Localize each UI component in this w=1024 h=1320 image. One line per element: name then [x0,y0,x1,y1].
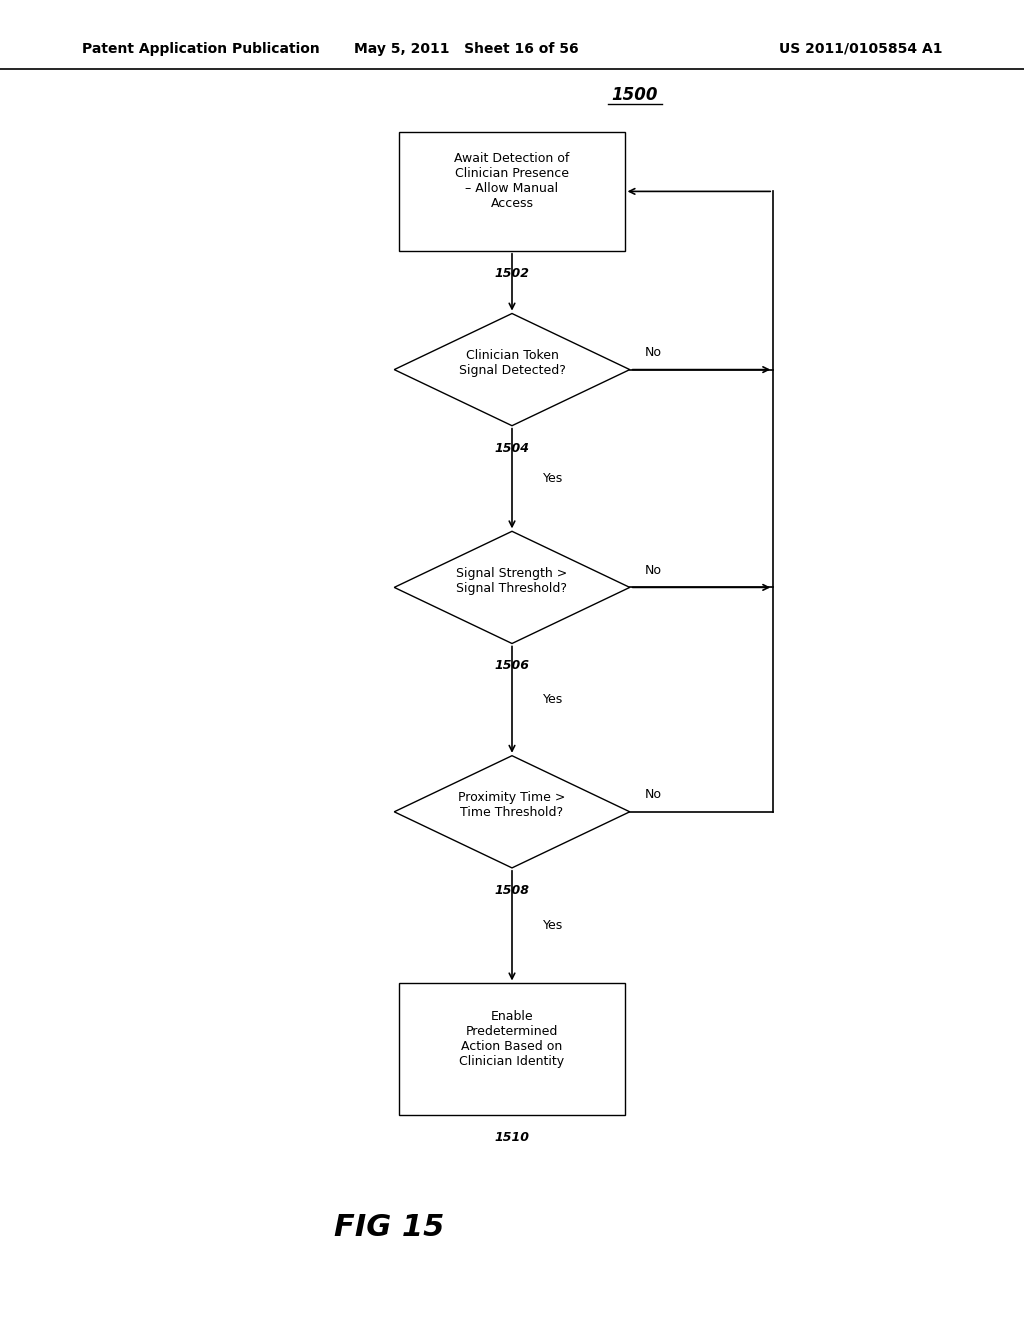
Text: Signal Strength >
Signal Threshold?: Signal Strength > Signal Threshold? [457,566,567,595]
Text: No: No [645,346,663,359]
Text: Proximity Time >
Time Threshold?: Proximity Time > Time Threshold? [459,791,565,820]
Polygon shape [394,531,630,643]
Text: Yes: Yes [543,473,563,484]
Text: 1504: 1504 [495,441,529,454]
Text: No: No [645,564,663,577]
Text: Await Detection of
Clinician Presence
– Allow Manual
Access: Await Detection of Clinician Presence – … [455,152,569,210]
Polygon shape [394,314,630,425]
Text: Enable
Predetermined
Action Based on
Clinician Identity: Enable Predetermined Action Based on Cli… [460,1010,564,1068]
Text: Yes: Yes [543,919,563,932]
Text: 1500: 1500 [611,86,658,104]
Text: No: No [645,788,663,801]
Polygon shape [394,755,630,869]
Text: FIG 15: FIG 15 [334,1213,444,1242]
Text: Patent Application Publication: Patent Application Publication [82,42,319,55]
FancyBboxPatch shape [399,983,625,1115]
Text: May 5, 2011   Sheet 16 of 56: May 5, 2011 Sheet 16 of 56 [353,42,579,55]
Text: 1502: 1502 [495,267,529,280]
Text: Yes: Yes [543,693,563,706]
Text: US 2011/0105854 A1: US 2011/0105854 A1 [778,42,942,55]
Text: 1506: 1506 [495,659,529,672]
Text: 1510: 1510 [495,1131,529,1144]
Text: 1508: 1508 [495,884,529,896]
FancyBboxPatch shape [399,132,625,251]
Text: Clinician Token
Signal Detected?: Clinician Token Signal Detected? [459,348,565,378]
